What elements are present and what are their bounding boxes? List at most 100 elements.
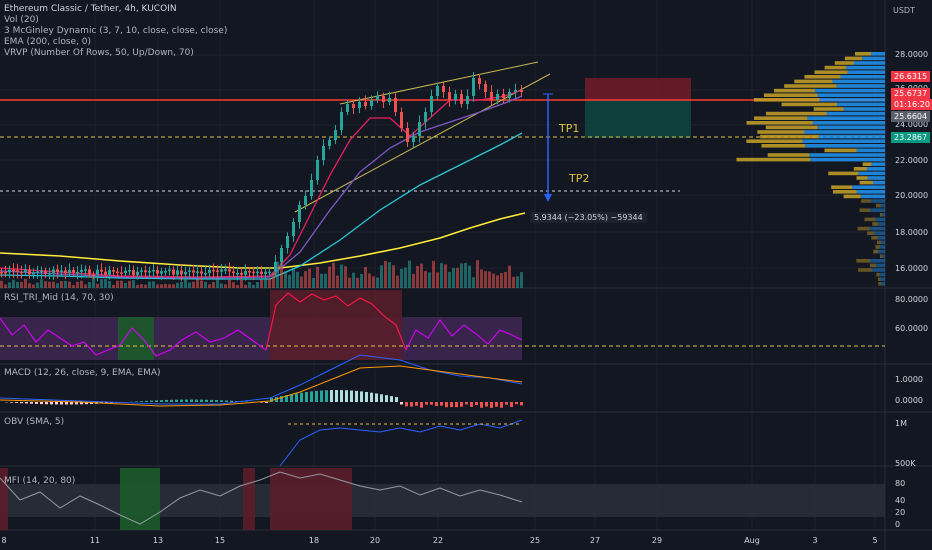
macd-legend[interactable]: MACD (12, 26, close, 9, EMA, EMA): [4, 368, 161, 378]
candle-body: [180, 270, 183, 275]
mfi-line[interactable]: [0, 471, 523, 525]
macd-histogram-bar: [450, 402, 453, 408]
ema-200-line[interactable]: [0, 212, 526, 269]
rsi-legend[interactable]: RSI_TRI_Mid (14, 70, 30): [4, 293, 114, 303]
stop-loss-zone[interactable]: [585, 78, 691, 100]
vrvp-row-down: [746, 121, 813, 125]
candle-body: [256, 271, 259, 274]
candle-countdown: 01:16:20: [891, 99, 932, 110]
candle-body: [204, 272, 207, 275]
vrvp-row-down: [824, 65, 847, 70]
candle-body: [358, 102, 361, 108]
time-tick: 27: [589, 536, 601, 545]
vrvp-row-down: [843, 194, 861, 199]
volume-bar: [264, 278, 267, 288]
macd-histogram-bar: [205, 399, 208, 402]
rsi-line-late[interactable]: [405, 319, 523, 351]
candle-body: [208, 269, 211, 273]
volume-bar: [492, 273, 495, 288]
candle-body: [168, 269, 171, 272]
candle-body: [268, 271, 271, 274]
obv-line[interactable]: [279, 419, 523, 467]
candle-body: [84, 269, 87, 271]
candle-body: [304, 196, 307, 205]
volume-bar: [228, 279, 231, 288]
candle-body: [260, 271, 263, 275]
macd-histogram-bar: [145, 400, 148, 402]
tp2-label[interactable]: TP2: [569, 172, 590, 185]
indicator-volume[interactable]: Vol (20): [4, 15, 39, 25]
vrvp-row-up: [860, 194, 885, 199]
tp1-label[interactable]: TP1: [559, 122, 580, 135]
candle-body: [140, 270, 143, 272]
take-profit-zone[interactable]: [585, 100, 691, 138]
macd-histogram-bar: [40, 402, 43, 405]
mcginley-fast-line[interactable]: [0, 89, 523, 278]
price-tick: 18.0000: [895, 228, 929, 237]
vrvp-row-down: [794, 79, 833, 84]
candle-body: [292, 222, 295, 236]
indicator-mcginley[interactable]: 3 McGinley Dynamic (3, 7, 10, close, clo…: [4, 26, 228, 36]
lower-trendline[interactable]: [294, 73, 551, 213]
volume-bar: [80, 280, 83, 288]
vrvp-row-down: [767, 153, 810, 157]
volume-bar: [64, 280, 67, 288]
obv-legend[interactable]: OBV (SMA, 5): [4, 417, 65, 427]
vrvp-row-up: [870, 208, 885, 212]
volume-bar: [464, 262, 467, 288]
candle-body: [124, 270, 127, 274]
volume-bar: [12, 279, 15, 288]
volume-bar: [472, 277, 475, 288]
candle-body: [104, 271, 107, 275]
candle-body: [112, 270, 115, 272]
vrvp-row-down: [784, 84, 837, 88]
time-tick: 22: [432, 536, 444, 545]
macd-histogram-bar: [300, 392, 303, 402]
volume-bar: [468, 265, 471, 288]
candle-body: [334, 130, 337, 140]
macd-histogram-bar: [435, 402, 438, 407]
volume-bar: [344, 266, 347, 288]
price-tick: 28.0000: [895, 50, 929, 59]
macd-histogram-bar: [30, 402, 33, 404]
candle-body: [20, 271, 23, 274]
volume-bar: [192, 281, 195, 288]
vrvp-row-down: [869, 263, 877, 268]
vrvp-row-up: [840, 75, 885, 79]
volume-bar: [372, 276, 375, 288]
candlesticks[interactable]: [0, 71, 523, 282]
macd-line[interactable]: [0, 354, 523, 405]
indicator-vrvp[interactable]: VRVP (Number Of Rows, 50, Up/Down, 70): [4, 48, 194, 58]
volume-bar: [332, 262, 335, 288]
vrvp-row-down: [765, 125, 818, 130]
macd-signal-line[interactable]: [0, 365, 523, 407]
volume-profile[interactable]: [736, 52, 885, 286]
price-tag-stop: 26.6315: [891, 71, 931, 82]
volume-bar: [232, 282, 235, 288]
rsi-line-ob[interactable]: [265, 292, 407, 351]
volume-bar: [56, 283, 59, 288]
rsi-line[interactable]: [0, 317, 267, 357]
mcginley-mid-line[interactable]: [0, 95, 523, 279]
vrvp-row-up: [843, 107, 885, 111]
mfi-legend[interactable]: MFI (14, 20, 80): [4, 476, 76, 486]
candle-body: [520, 90, 523, 92]
upper-trendline[interactable]: [339, 61, 539, 105]
candle-body: [108, 270, 111, 275]
indicator-ema[interactable]: EMA (200, close, 0): [4, 37, 92, 47]
candle-body: [448, 92, 451, 100]
macd-histogram-bar: [380, 394, 383, 402]
chart-legend[interactable]: Ethereum Classic / Tether, 4h, KUCOIN Vo…: [4, 4, 227, 59]
candle-body: [12, 269, 15, 272]
measure-label[interactable]: 5.9344 (−23.05%) −59344: [530, 212, 647, 223]
volume-bar: [28, 283, 31, 288]
volume-bar: [0, 280, 3, 288]
symbol-title[interactable]: Ethereum Classic / Tether, 4h, KUCOIN: [4, 4, 177, 14]
volume-bar: [176, 282, 179, 288]
candle-body: [216, 270, 219, 272]
volume-bar: [292, 267, 295, 288]
volume-bar: [408, 260, 411, 288]
volume-bar: [156, 284, 159, 288]
vrvp-row-up: [877, 236, 885, 240]
